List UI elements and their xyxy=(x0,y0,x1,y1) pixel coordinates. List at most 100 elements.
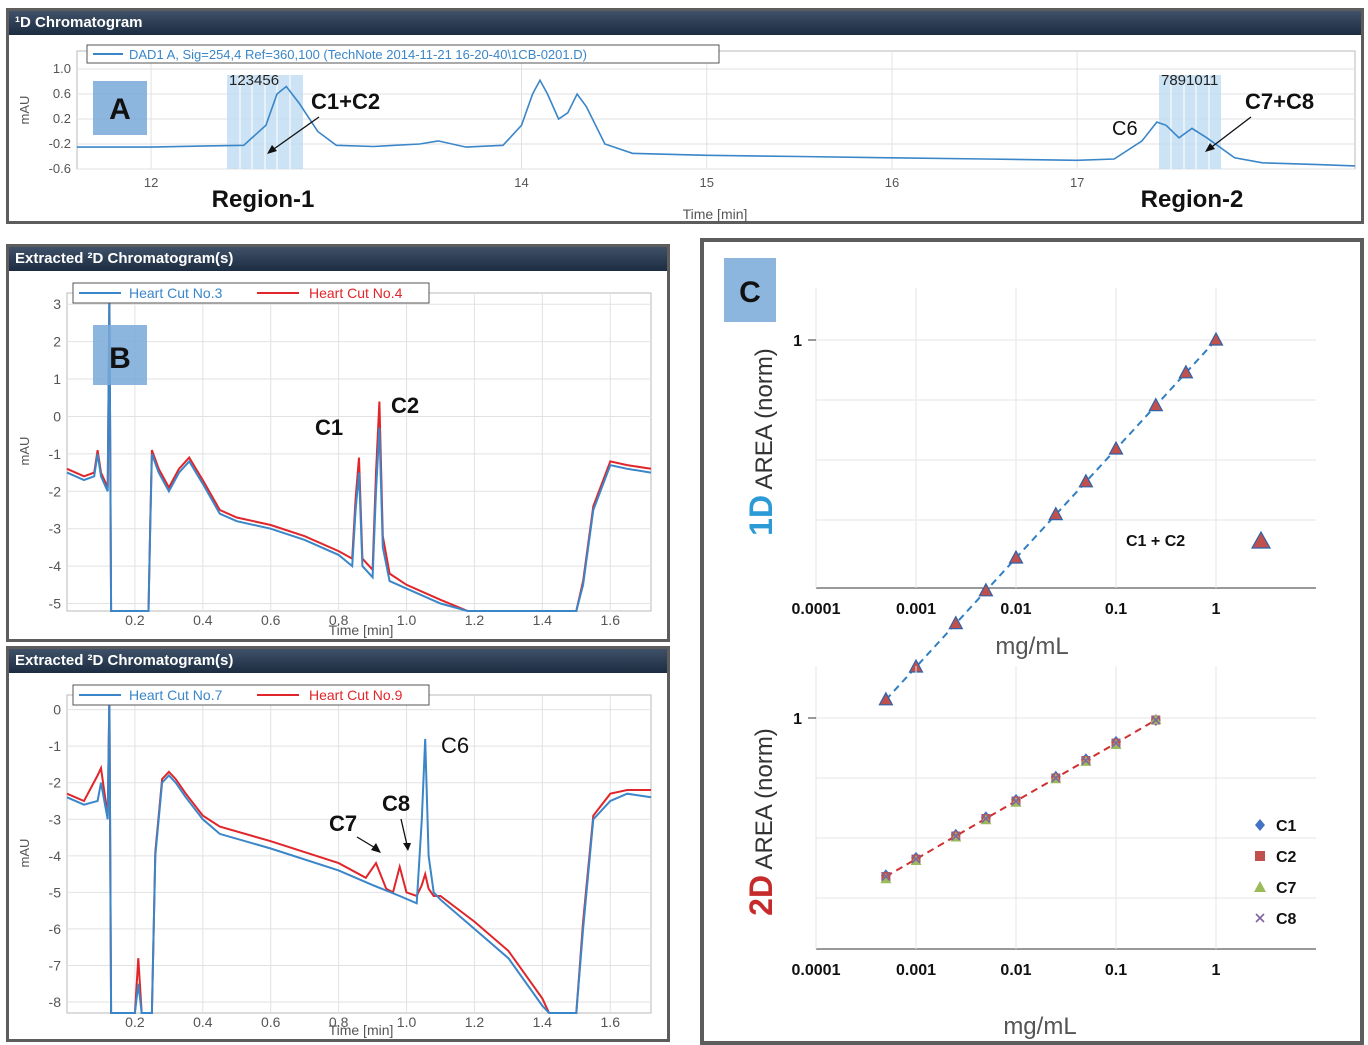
x-axis-label-b1: Time [min] xyxy=(329,622,394,638)
c-top-point-0 xyxy=(878,691,894,706)
legend-a: DAD1 A, Sig=254,4 Ref=360,100 (TechNote … xyxy=(86,44,720,64)
c-top-point-8 xyxy=(1148,397,1164,412)
c-bottom-legend-marker-c7 xyxy=(1254,881,1266,892)
annotation-c6: C6 xyxy=(1112,118,1138,140)
b2-y-tick-7: -7 xyxy=(49,957,62,973)
c-bottom-legend-label-1: C2 xyxy=(1276,849,1297,866)
x-axis-label-b2: Time [min] xyxy=(329,1022,394,1038)
c-top-xlabel: mg/mL xyxy=(995,633,1068,660)
b2-y-tick-4: -4 xyxy=(49,848,62,864)
c-top-legend-marker xyxy=(1250,530,1272,549)
c-bottom-ytick: 1 xyxy=(793,711,802,728)
cb-x-tick-2: 0.01 xyxy=(1000,962,1031,979)
legend-b1: Heart Cut No.3 Heart Cut No.4 xyxy=(72,282,430,304)
b1-x-tick-5: 1.2 xyxy=(465,612,485,628)
c-top-ylabel-prefix: 1D xyxy=(743,495,779,536)
heart-cut-region-1 xyxy=(227,75,303,169)
legend-b2: Heart Cut No.7 Heart Cut No.9 xyxy=(72,684,430,706)
c-bottom-ylabel-text: AREA (norm) xyxy=(751,728,778,875)
b1-y-tick-1: 2 xyxy=(53,334,61,350)
badge-a xyxy=(93,81,147,135)
legend-b2-label-0: Heart Cut No.7 xyxy=(129,687,223,703)
y-axis-label-b2: mAU xyxy=(17,839,32,868)
y-axis-label-b1: mAU xyxy=(17,437,32,466)
chart-c: C 1 0.0001 0.001 0.01 0.1 1 C1 + C2 mg/mL 1D… xyxy=(724,258,1316,1040)
chart-a: 12 14 15 16 17 1.0 0.6 0.2 -0.2 -0.6 DAD1 A, Sig=… xyxy=(17,44,1356,222)
badge-c-letter: C xyxy=(739,276,761,309)
b2-x-tick-6: 1.4 xyxy=(533,1014,553,1030)
b2-x-tick-0: 0.2 xyxy=(125,1014,145,1030)
b1-x-tick-7: 1.6 xyxy=(601,612,621,628)
x-tick-a-0: 12 xyxy=(144,175,158,190)
y-axis-label-a: mAU xyxy=(17,96,32,125)
c-top-point-2 xyxy=(948,615,964,630)
legend-b1-label-0: Heart Cut No.3 xyxy=(129,285,223,301)
c-bottom-ylabel: 2D AREA (norm) xyxy=(743,728,779,916)
legend-b1-label-1: Heart Cut No.4 xyxy=(309,285,403,301)
panel-a-title: ¹D Chromatogram xyxy=(9,11,1361,35)
chart-b1: 0.2 0.4 0.6 0.8 1.0 1.2 1.4 1.6 3 2 1 0 -1 -2 -3 -4 -5 H… xyxy=(17,282,652,638)
panel-b1-2d-chromatogram: Extracted ²D Chromatogram(s) 0.2 0.4 0.6 0.… xyxy=(6,244,670,642)
c-top-point-10 xyxy=(1208,331,1224,346)
badge-b xyxy=(93,325,147,385)
x-tick-a-4: 17 xyxy=(1070,175,1084,190)
y-tick-a-0: 1.0 xyxy=(53,61,71,76)
arrow-c7-c8 xyxy=(1208,116,1252,150)
ct-x-tick-1: 0.001 xyxy=(896,601,936,618)
c-top-point-7 xyxy=(1108,440,1124,455)
b2-x-tick-1: 0.4 xyxy=(193,1014,213,1030)
ct-x-tick-4: 1 xyxy=(1212,601,1221,618)
y-tick-a-2: 0.2 xyxy=(53,111,71,126)
c-bottom-point-c8-6 xyxy=(1081,755,1091,766)
trace-heart-cut-3 xyxy=(66,292,652,612)
c-top-point-6 xyxy=(1078,473,1094,488)
legend-a-label: DAD1 A, Sig=254,4 Ref=360,100 (TechNote … xyxy=(129,47,587,62)
region-1-box xyxy=(189,173,337,221)
panel-b2-title: Extracted ²D Chromatogram(s) xyxy=(9,649,667,673)
cb-x-tick-4: 1 xyxy=(1212,962,1221,979)
arrow-head-c1-c2 xyxy=(267,145,277,154)
region-2-label: Region-2 xyxy=(1141,186,1244,213)
c-top-point-9 xyxy=(1178,364,1194,379)
b2-y-tick-0: 0 xyxy=(53,702,61,718)
b2-y-tick-8: -8 xyxy=(49,994,62,1010)
plot-1d-area: 1 0.0001 0.001 0.01 0.1 1 C1 + C2 mg/mL 1D A… xyxy=(743,288,1316,706)
b1-x-tick-6: 1.4 xyxy=(533,612,553,628)
panel-b2-2d-chromatogram: Extracted ²D Chromatogram(s) 0.2 0.4 0.6 0.… xyxy=(6,646,670,1042)
c-bottom-legend-label-2: C7 xyxy=(1276,880,1297,897)
b2-y-tick-6: -6 xyxy=(49,921,62,937)
x-tick-a-3: 16 xyxy=(885,175,899,190)
x-axis-label-a: Time [min] xyxy=(683,206,748,222)
b1-y-tick-4: -1 xyxy=(49,446,62,462)
b2-y-tick-1: -1 xyxy=(49,738,62,754)
badge-a-letter: A xyxy=(109,93,131,126)
b2-x-tick-3: 0.8 xyxy=(329,1014,349,1030)
region-2-box xyxy=(1119,173,1265,221)
c-bottom-point-c8-2 xyxy=(951,831,961,841)
trace-1d xyxy=(77,78,1356,167)
panel-b1-title: Extracted ²D Chromatogram(s) xyxy=(9,247,667,271)
c-bottom-point-c8-3 xyxy=(981,813,991,824)
legend-b2-label-1: Heart Cut No.9 xyxy=(309,687,403,703)
b1-x-tick-3: 0.8 xyxy=(329,612,349,628)
annotation-c6: C6 xyxy=(441,733,469,758)
b1-x-tick-0: 0.2 xyxy=(125,612,145,628)
arrow-c8 xyxy=(400,818,408,846)
b2-x-tick-5: 1.2 xyxy=(465,1014,485,1030)
x-tick-a-2: 15 xyxy=(700,175,714,190)
ct-x-tick-2: 0.01 xyxy=(1000,601,1031,618)
c-bottom-point-c8-5 xyxy=(1051,773,1061,783)
c-bottom-point-c8-1 xyxy=(911,854,921,864)
c-bottom-point-c8-0 xyxy=(881,871,891,882)
b1-y-tick-2: 1 xyxy=(53,371,61,387)
c-top-ylabel: 1D AREA (norm) xyxy=(743,348,779,536)
c-bottom-point-c8-4 xyxy=(1011,796,1021,806)
plot-area-b1 xyxy=(66,292,652,612)
c-bottom-legend-label-3: C8 xyxy=(1276,911,1297,928)
b1-y-tick-5: -2 xyxy=(49,483,62,499)
c-bottom-point-c8-7 xyxy=(1111,738,1121,748)
b1-y-tick-0: 3 xyxy=(53,296,61,312)
c-bottom-legend-marker-c2 xyxy=(1255,851,1265,861)
c-bottom-point-c8-8 xyxy=(1151,715,1161,725)
ct-x-tick-3: 0.1 xyxy=(1105,601,1127,618)
